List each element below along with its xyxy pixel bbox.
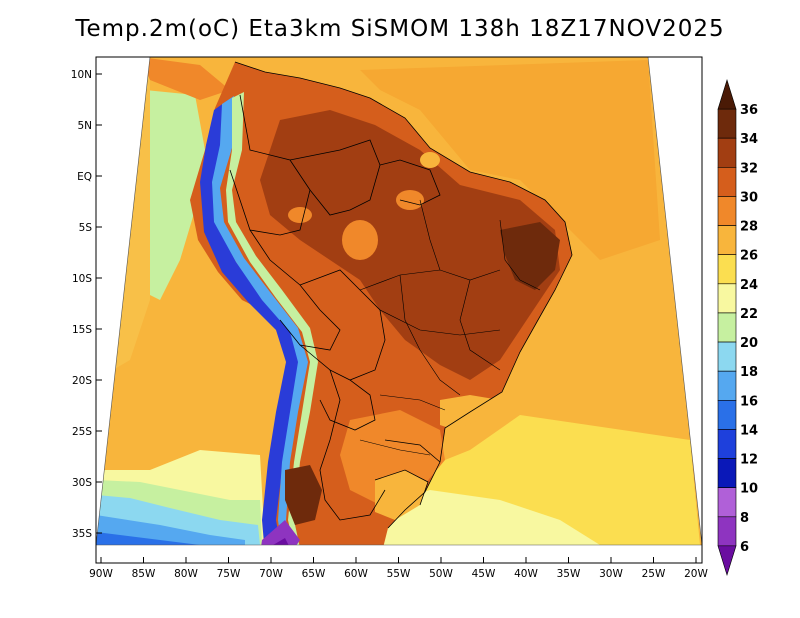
lat-tick-label: 25S xyxy=(72,426,92,438)
colorbar-segment xyxy=(717,429,737,459)
country-boundary xyxy=(379,159,441,206)
colorbar-label: 26 xyxy=(740,249,758,264)
colorbar-segment xyxy=(717,341,737,372)
andes-mid-band xyxy=(212,96,308,545)
colorbar-label: 18 xyxy=(740,365,758,380)
country-boundary xyxy=(299,344,386,521)
state-boundary xyxy=(459,279,501,371)
guiana-cool-patch xyxy=(420,152,440,168)
ocean-warm-east xyxy=(360,60,660,260)
lon-tick-label: 35W xyxy=(557,568,581,580)
temperature-field xyxy=(96,57,702,545)
colorbar-segment xyxy=(717,283,737,314)
colorbar-segment xyxy=(717,137,737,168)
colorbar-segment xyxy=(717,487,737,518)
country-boundary xyxy=(299,269,386,381)
colorbar-label: 6 xyxy=(740,540,749,555)
colorbar-segment xyxy=(717,458,737,488)
country-boundary xyxy=(234,61,573,529)
colorbar-segment xyxy=(717,108,737,139)
colorbar: 6 8 10 12 14 16 18 20 22 24 26 28 30 32 34 36 xyxy=(717,78,758,577)
lon-tick-label: 55W xyxy=(387,568,411,580)
map-title: Temp.2m(oC) Eta3km SiSMOM 138h 18Z17NOV2… xyxy=(75,16,725,42)
colorbar-segment xyxy=(717,545,737,577)
lat-tick-label: 35S xyxy=(72,528,92,540)
southern-tip-cold xyxy=(260,520,300,545)
lat-tick-label: 5S xyxy=(79,222,93,234)
uruguay-cooler xyxy=(375,470,428,520)
colorbar-segment xyxy=(717,254,737,285)
lon-tick-label: 45W xyxy=(472,568,496,580)
colorbar-label: 14 xyxy=(740,423,758,438)
lon-tick-label: 20W xyxy=(684,568,708,580)
state-boundary xyxy=(399,274,461,396)
ocean-sw-atlantic xyxy=(375,490,600,545)
lon-tick-label: 70W xyxy=(259,568,283,580)
lon-tick-label: 90W xyxy=(89,568,113,580)
amazon-cool-patch xyxy=(342,220,378,260)
colorbar-label: 20 xyxy=(740,336,758,351)
country-boundary xyxy=(384,439,441,463)
colorbar-segment xyxy=(717,312,737,343)
latitude-axis: 10N 5N EQ 5S 10S 15S 20S 25S 30S 35S xyxy=(71,69,102,540)
lon-tick-label: 75W xyxy=(217,568,241,580)
colorbar-label: 16 xyxy=(740,394,758,409)
state-boundary xyxy=(359,439,431,456)
southern-tip-coldest xyxy=(268,538,292,545)
longitude-axis: 90W 85W 80W 75W 70W 65W 60W 55W 50W 45W 40W 35W 30W 2… xyxy=(89,557,708,580)
colorbar-label: 30 xyxy=(740,190,758,205)
colorbar-label: 32 xyxy=(740,161,758,176)
colorbar-segment xyxy=(717,370,737,401)
lon-tick-label: 30W xyxy=(599,568,623,580)
colorbar-label: 34 xyxy=(740,132,758,147)
lon-tick-label: 65W xyxy=(302,568,326,580)
colorbar-segment xyxy=(717,399,737,430)
andes-cold-band xyxy=(200,100,302,545)
lat-tick-label: 15S xyxy=(72,324,92,336)
colorbar-segment xyxy=(717,516,737,547)
lon-tick-label: 25W xyxy=(642,568,666,580)
state-boundary xyxy=(499,219,541,291)
ocean-south-16 xyxy=(96,532,200,545)
state-boundary xyxy=(419,199,441,271)
lat-tick-label: 30S xyxy=(72,477,92,489)
colorbar-label: 12 xyxy=(740,453,758,468)
colorbar-label: 28 xyxy=(740,220,758,235)
colorbar-segment xyxy=(717,167,737,197)
lat-tick-label: 5N xyxy=(77,120,92,132)
political-boundaries xyxy=(229,61,573,529)
lon-tick-label: 80W xyxy=(174,568,198,580)
colorbar-segment xyxy=(717,225,737,256)
land-central-america xyxy=(140,57,230,100)
amazon-cool-patch xyxy=(396,190,424,210)
lon-tick-label: 50W xyxy=(429,568,453,580)
lat-tick-label: 10N xyxy=(71,69,92,81)
amazon-hot-core xyxy=(260,110,560,380)
country-boundary xyxy=(289,139,381,216)
colorbar-label: 22 xyxy=(740,307,758,322)
lon-tick-label: 85W xyxy=(132,568,156,580)
amazon-cool-patch xyxy=(288,207,312,223)
colorbar-segment xyxy=(717,196,737,226)
state-boundary xyxy=(379,309,501,336)
country-boundary xyxy=(319,379,376,431)
lon-tick-label: 40W xyxy=(514,568,538,580)
colorbar-label: 24 xyxy=(740,278,758,293)
ocean-pacific-cool xyxy=(140,90,205,300)
colorbar-label: 8 xyxy=(740,511,749,526)
andes-warm-band xyxy=(226,92,318,545)
lat-tick-label: 10S xyxy=(72,273,92,285)
country-boundary xyxy=(229,94,311,236)
chaco-hot-spot xyxy=(285,465,322,525)
colorbar-label: 36 xyxy=(740,103,758,118)
state-boundary xyxy=(379,394,446,411)
lon-tick-label: 60W xyxy=(344,568,368,580)
country-boundary xyxy=(249,229,341,351)
colorbar-label: 10 xyxy=(740,482,758,497)
lat-tick-label: EQ xyxy=(77,171,92,183)
colorbar-segment xyxy=(717,78,737,110)
country-boundary xyxy=(374,469,429,506)
lat-tick-label: 20S xyxy=(72,375,92,387)
